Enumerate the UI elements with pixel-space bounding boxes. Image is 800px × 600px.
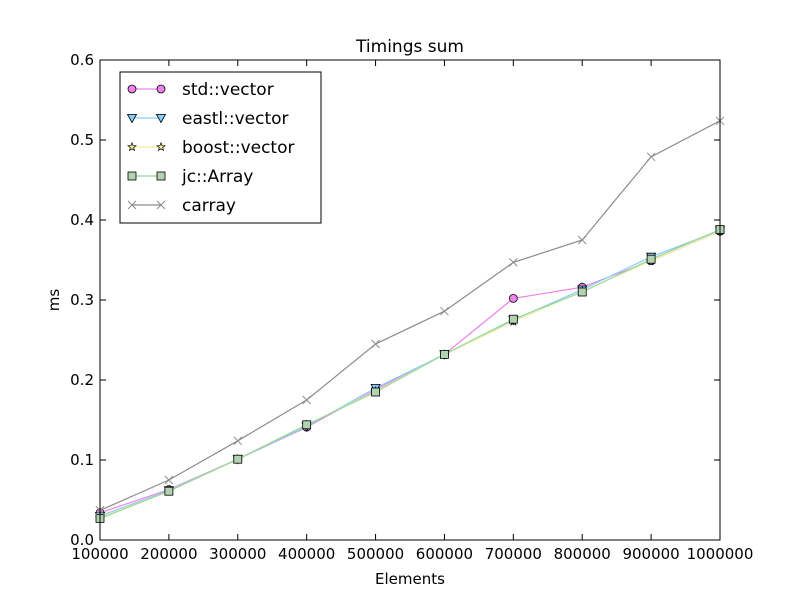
data-point: [508, 258, 518, 267]
x-tick-label: 400000: [278, 545, 335, 563]
legend-marker: [127, 171, 137, 181]
legend: std::vectoreastl::vectorboost::vectorjc:…: [119, 71, 322, 224]
data-point: [164, 475, 174, 485]
y-tick-label: 0.4: [70, 211, 94, 229]
series-layer: [94, 116, 726, 523]
legend-label: jc::Array: [181, 167, 253, 187]
legend-label: eastl::vector: [182, 109, 289, 129]
data-point: [646, 152, 656, 162]
y-tick-label: 0.1: [70, 451, 94, 469]
y-tick-label: 0.3: [70, 291, 94, 309]
data-point: [302, 420, 312, 430]
x-tick-label: 900000: [622, 545, 679, 563]
legend-marker: [156, 200, 166, 210]
x-tick-label: 300000: [209, 545, 266, 563]
data-point: [440, 306, 449, 316]
legend-marker: [155, 114, 167, 124]
data-point: [508, 314, 518, 324]
y-tick-label: 0.5: [70, 131, 94, 149]
series-line: [99, 229, 721, 519]
legend-marker: [156, 141, 166, 152]
data-point: [577, 287, 587, 297]
y-axis-label: ms: [45, 289, 63, 312]
data-point: [440, 349, 449, 359]
plot-frame: [99, 59, 721, 541]
series-3: [95, 225, 725, 523]
x-tick-label: 600000: [416, 545, 473, 563]
legend-marker: [126, 114, 138, 124]
legend-label: carray: [182, 196, 236, 216]
series-4: [95, 116, 725, 515]
data-point: [302, 395, 312, 405]
x-tick-label: 500000: [347, 545, 404, 563]
legend-marker: [156, 84, 166, 94]
data-point: [508, 293, 518, 303]
data-point: [233, 436, 243, 446]
legend-item: carray: [127, 196, 236, 216]
x-tick-label: 1000000: [687, 545, 754, 563]
x-tick-label: 200000: [140, 545, 197, 563]
x-tick-label: 100000: [71, 545, 128, 563]
y-tick-label: 0.2: [70, 371, 94, 389]
legend-item: jc::Array: [127, 167, 253, 187]
x-tick-label: 800000: [554, 545, 611, 563]
legend-item: eastl::vector: [126, 109, 289, 129]
legend-item: boost::vector: [127, 138, 295, 158]
x-axis-label: Elements: [375, 570, 445, 588]
data-point: [164, 486, 174, 496]
chart-title: Timings sum: [355, 37, 464, 57]
legend-label: std::vector: [182, 80, 274, 100]
data-point: [646, 254, 656, 264]
y-tick-label: 0.6: [70, 51, 94, 69]
data-point: [371, 339, 380, 349]
legend-item: std::vector: [127, 80, 274, 100]
legend-label: boost::vector: [182, 138, 295, 158]
data-point: [233, 454, 243, 464]
axis-ticks: 100000 200000 300000 400000 500000 600000 7000…: [70, 51, 753, 563]
data-point: [577, 235, 587, 245]
y-tick-label: 0.0: [70, 531, 94, 549]
legend-marker: [127, 84, 137, 94]
series-line: [99, 120, 721, 511]
x-tick-label: 700000: [485, 545, 542, 563]
legend-marker: [127, 200, 137, 210]
legend-marker: [127, 141, 137, 152]
legend-marker: [156, 171, 166, 181]
data-point: [371, 387, 380, 397]
